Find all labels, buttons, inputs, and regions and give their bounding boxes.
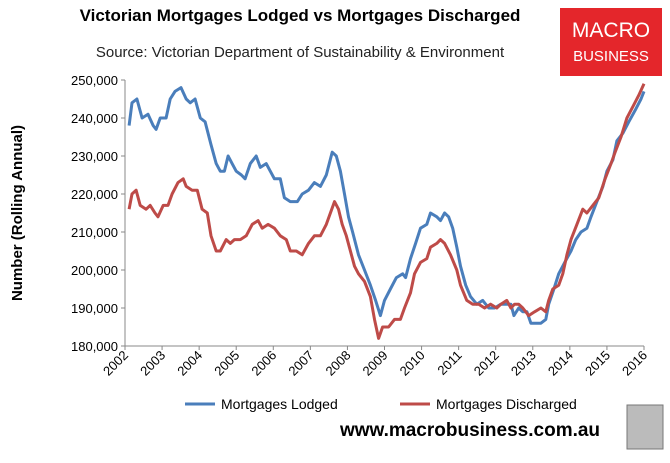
x-tick-label: 2015: [582, 348, 613, 379]
legend-label: Mortgages Discharged: [436, 396, 577, 412]
y-tick-label: 180,000: [71, 339, 118, 354]
wolf-icon: [626, 404, 664, 450]
chart-title: Victorian Mortgages Lodged vs Mortgages …: [80, 6, 521, 25]
x-tick-label: 2010: [397, 348, 428, 379]
y-tick-label: 250,000: [71, 73, 118, 88]
y-tick-label: 200,000: [71, 263, 118, 278]
x-tick-label: 2009: [360, 348, 391, 379]
x-tick-label: 2008: [322, 348, 353, 379]
x-tick-label: 2013: [508, 348, 539, 379]
y-tick-label: 230,000: [71, 149, 118, 164]
y-axis-label: Number (Rolling Annual): [9, 125, 26, 301]
y-tick-label: 190,000: [71, 301, 118, 316]
x-tick-label: 2012: [471, 348, 502, 379]
x-tick-label: 2003: [137, 348, 168, 379]
x-tick-label: 2005: [211, 348, 242, 379]
website: www.macrobusiness.com.au: [339, 420, 600, 441]
logo-text: MACRO: [572, 19, 650, 42]
y-tick-label: 210,000: [71, 225, 118, 240]
chart-subtitle: Source: Victorian Department of Sustaina…: [96, 44, 505, 61]
x-tick-label: 2014: [545, 348, 576, 379]
y-tick-label: 220,000: [71, 187, 118, 202]
y-tick-label: 240,000: [71, 111, 118, 126]
x-tick-label: 2006: [248, 348, 279, 379]
logo-box: [560, 8, 662, 76]
x-tick-label: 2011: [434, 348, 464, 378]
series-line: [127, 83, 646, 340]
x-tick-label: 2016: [619, 348, 650, 379]
logo-text: BUSINESS: [573, 48, 649, 65]
legend-label: Mortgages Lodged: [221, 396, 338, 412]
x-tick-label: 2004: [174, 348, 205, 379]
series-line: [127, 86, 646, 325]
x-tick-label: 2007: [285, 348, 316, 379]
